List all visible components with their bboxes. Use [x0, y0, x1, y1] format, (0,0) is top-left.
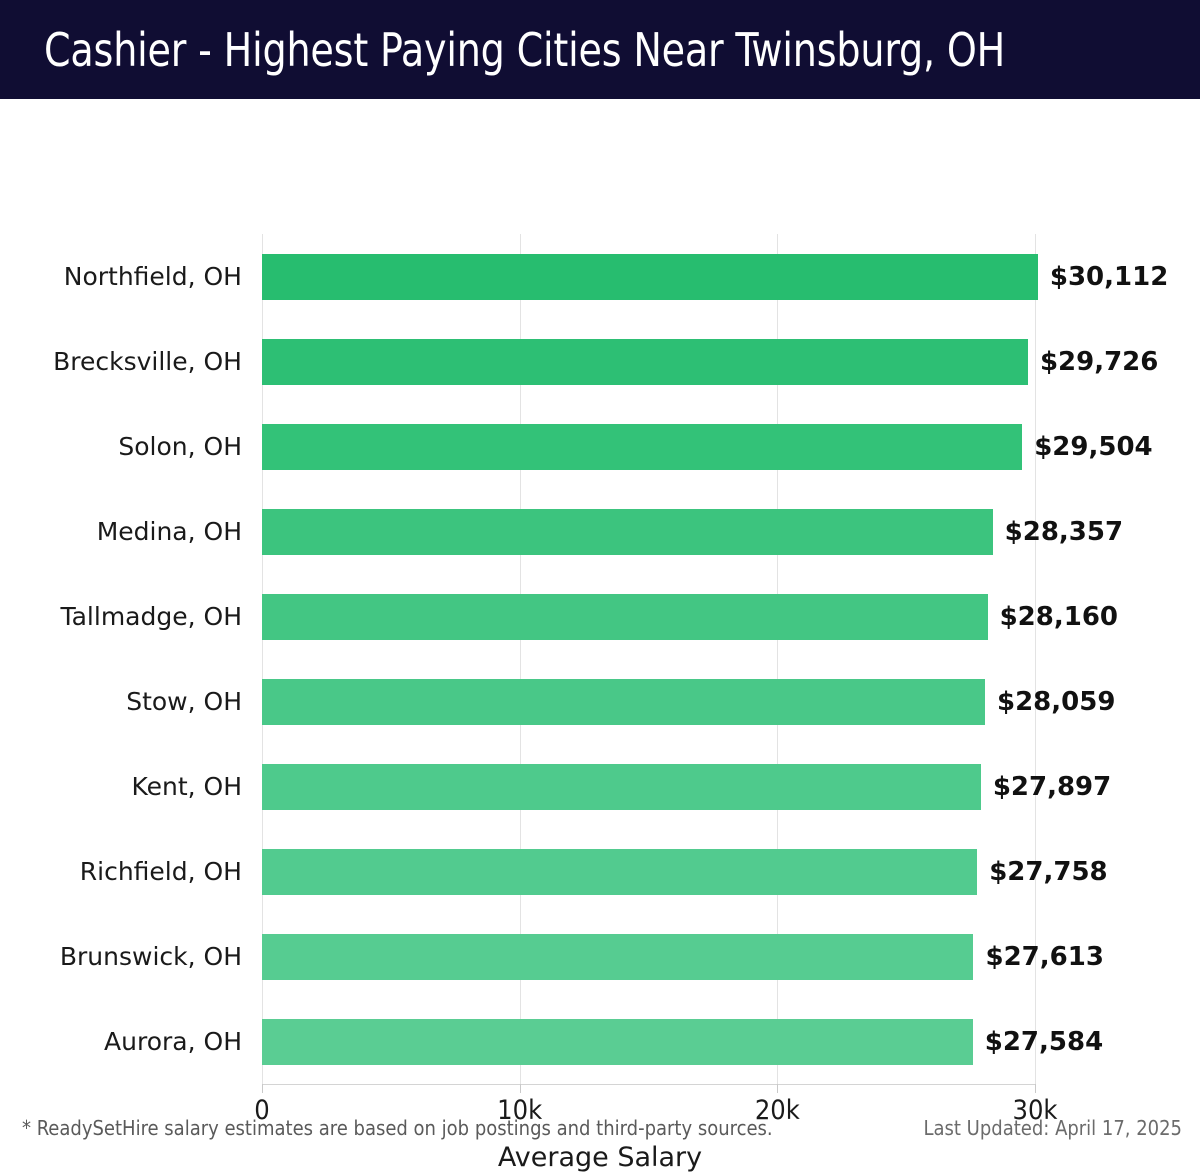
bar-row[interactable]: Brecksville, OH $29,726	[53, 319, 1158, 404]
plot-area: Northfield, OH $30,112 Brecksville, OH $29,…	[53, 234, 1168, 1084]
bar-row[interactable]: Northfield, OH $30,112	[64, 234, 1168, 319]
x-tick-mark	[262, 1084, 263, 1093]
bar-chart: Northfield, OH $30,112 Brecksville, OH $29,…	[0, 99, 1200, 1173]
category-label: Stow, OH	[126, 687, 242, 716]
bar[interactable]	[262, 254, 1038, 300]
bar[interactable]	[262, 934, 974, 980]
x-tick-label: 10k	[497, 1095, 543, 1126]
gridline-30k	[1035, 234, 1036, 1084]
bar-value-label: $30,112	[1049, 262, 1169, 292]
bar[interactable]	[262, 594, 988, 640]
bar[interactable]	[262, 849, 978, 895]
category-label: Tallmadge, OH	[60, 602, 242, 631]
x-tick-mark	[519, 1084, 521, 1093]
bar-row[interactable]: Tallmadge, OH $28,160	[60, 574, 1118, 659]
footer-last-updated: Last Updated: April 17, 2025	[923, 1116, 1183, 1140]
bar[interactable]	[262, 764, 981, 810]
category-label: Medina, OH	[96, 517, 242, 546]
bar-row[interactable]: Solon, OH $29,504	[118, 404, 1153, 489]
bar-value-label: $27,897	[992, 772, 1112, 802]
gridline-20k	[777, 234, 779, 1084]
category-label: Northfield, OH	[63, 262, 242, 291]
x-tick-mark	[1035, 1084, 1036, 1093]
x-axis-line	[262, 1084, 1035, 1085]
bar-row[interactable]: Richfield, OH $27,758	[80, 829, 1108, 914]
bar-value-label: $27,613	[985, 942, 1104, 972]
bar-row[interactable]: Aurora, OH $27,584	[104, 999, 1103, 1084]
page-title: Cashier - Highest Paying Cities Near Twi…	[44, 22, 1006, 77]
bar[interactable]	[262, 339, 1028, 385]
gridline-0	[262, 234, 263, 1084]
bar-value-label: $28,160	[999, 602, 1118, 632]
bar-row[interactable]: Kent, OH $27,897	[131, 744, 1111, 829]
category-label: Brunswick, OH	[59, 942, 242, 971]
bar-row[interactable]: Stow, OH $28,059	[126, 659, 1115, 744]
category-label: Kent, OH	[131, 772, 242, 801]
footer-disclaimer: * ReadySetHire salary estimates are base…	[22, 1116, 773, 1140]
x-tick-mark	[777, 1084, 779, 1093]
category-label: Solon, OH	[118, 432, 242, 461]
bar[interactable]	[262, 1019, 973, 1065]
bar-value-label: $28,059	[996, 687, 1116, 717]
bar-value-label: $28,357	[1004, 517, 1124, 547]
footer: * ReadySetHire salary estimates are base…	[0, 1108, 1200, 1158]
bar-row[interactable]: Medina, OH $28,357	[97, 489, 1123, 574]
bar-value-label: $29,504	[1034, 432, 1153, 462]
x-tick-label: 30k	[1012, 1095, 1058, 1126]
bar-row[interactable]: Brunswick, OH $27,613	[60, 914, 1104, 999]
x-tick-label: 0	[254, 1095, 270, 1126]
chart-header-bar: Cashier - Highest Paying Cities Near Twi…	[0, 0, 1200, 99]
category-label: Aurora, OH	[104, 1027, 242, 1056]
bar[interactable]	[262, 509, 993, 555]
gridline-10k	[519, 234, 521, 1084]
bar-value-label: $29,726	[1039, 347, 1159, 377]
category-label: Brecksville, OH	[53, 347, 242, 376]
category-label: Richfield, OH	[79, 857, 242, 886]
bar-value-label: $27,758	[989, 857, 1108, 887]
bar[interactable]	[262, 679, 985, 725]
bar[interactable]	[262, 424, 1023, 470]
bar-value-label: $27,584	[984, 1027, 1104, 1057]
x-tick-label: 20k	[754, 1095, 800, 1126]
